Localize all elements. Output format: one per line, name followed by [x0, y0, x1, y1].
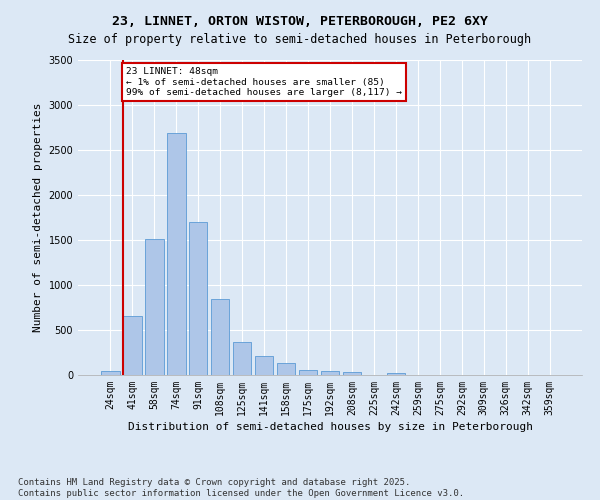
Bar [233, 342, 251, 375]
Bar [167, 133, 185, 375]
Text: 23, LINNET, ORTON WISTOW, PETERBOROUGH, PE2 6XY: 23, LINNET, ORTON WISTOW, PETERBOROUGH, … [112, 15, 488, 28]
Bar [277, 363, 295, 375]
Y-axis label: Number of semi-detached properties: Number of semi-detached properties [33, 103, 43, 332]
Bar [386, 373, 405, 375]
Bar [189, 222, 208, 375]
X-axis label: Distribution of semi-detached houses by size in Peterborough: Distribution of semi-detached houses by … [128, 422, 533, 432]
Bar [255, 356, 274, 375]
Bar [101, 370, 119, 375]
Bar [343, 372, 361, 375]
Bar [145, 239, 164, 375]
Bar [123, 316, 142, 375]
Text: Contains HM Land Registry data © Crown copyright and database right 2025.
Contai: Contains HM Land Registry data © Crown c… [18, 478, 464, 498]
Text: 23 LINNET: 48sqm
← 1% of semi-detached houses are smaller (85)
99% of semi-detac: 23 LINNET: 48sqm ← 1% of semi-detached h… [126, 67, 402, 97]
Bar [211, 298, 229, 375]
Bar [320, 372, 340, 375]
Text: Size of property relative to semi-detached houses in Peterborough: Size of property relative to semi-detach… [68, 32, 532, 46]
Bar [299, 370, 317, 375]
